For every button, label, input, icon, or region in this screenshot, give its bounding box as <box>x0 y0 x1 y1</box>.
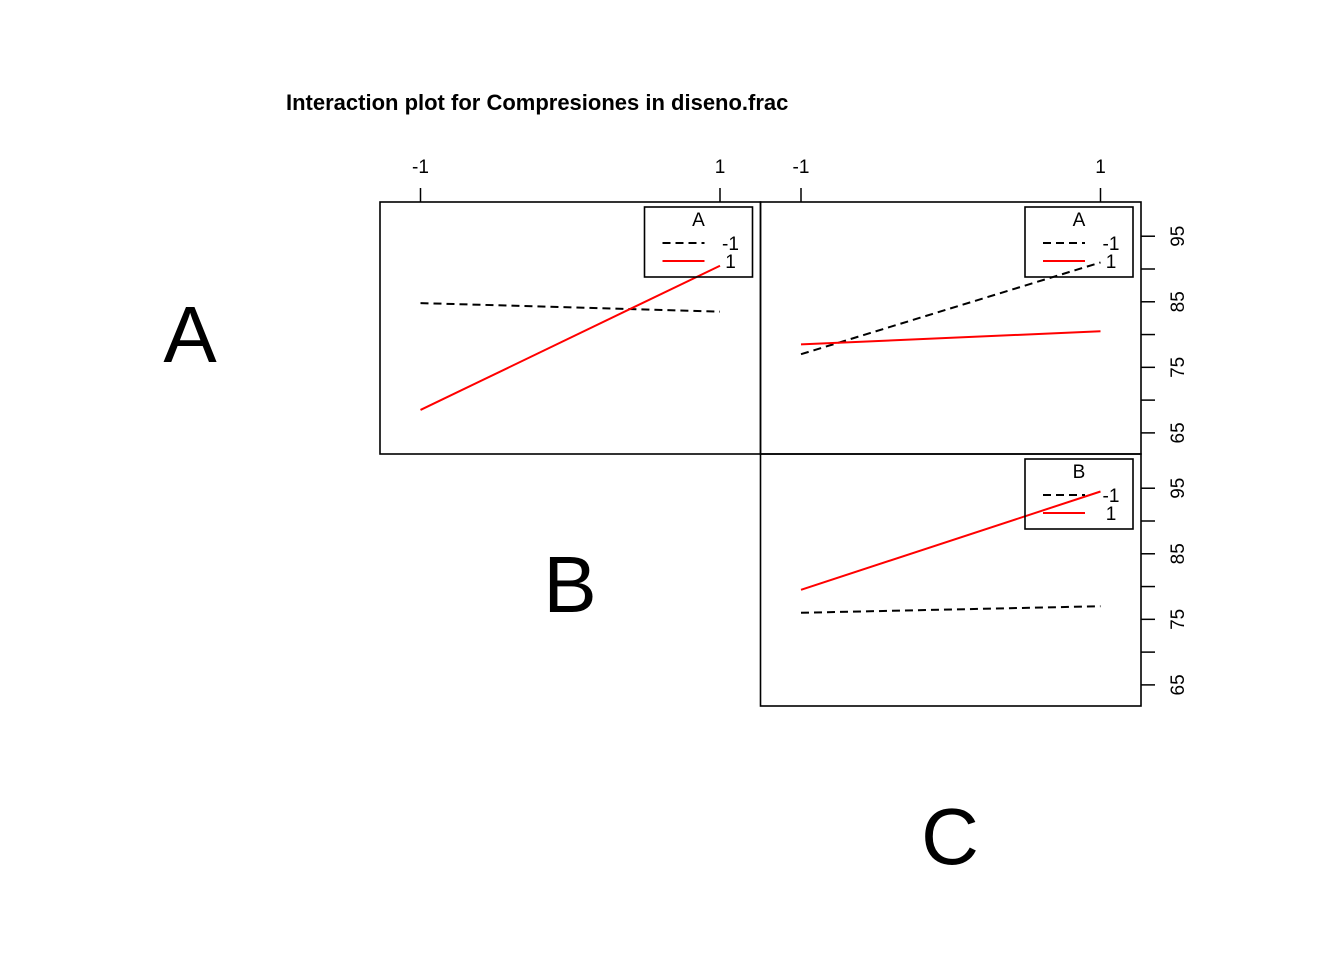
right-tick-label: 65 <box>1168 674 1189 695</box>
legend-title: B <box>1073 462 1086 483</box>
panel-frame-1 <box>759 201 1142 455</box>
right-tick-label: 85 <box>1168 291 1189 312</box>
legend-label: 1 <box>1106 252 1117 273</box>
legend-box <box>1024 458 1134 530</box>
legend-label: -1 <box>1103 234 1120 255</box>
legend-title: A <box>1073 210 1086 231</box>
legend: A -11 <box>643 206 754 278</box>
top-tick-label: 1 <box>1095 157 1106 178</box>
right-tick-label: 85 <box>1168 543 1189 564</box>
series-line-plus1 <box>800 330 1101 346</box>
legend-label: -1 <box>722 234 739 255</box>
legend: B -11 <box>1024 458 1134 530</box>
right-tick-label: 75 <box>1168 357 1189 378</box>
legend-label: 1 <box>1106 504 1117 525</box>
right-tick-label: 95 <box>1168 478 1189 499</box>
series-line-plus1 <box>800 490 1101 591</box>
right-tick-label: 75 <box>1168 609 1189 630</box>
legend-label: 1 <box>725 252 736 273</box>
top-tick-label: 1 <box>715 157 726 178</box>
panel-frame-2 <box>759 453 1142 707</box>
chart-title: Interaction plot for Compresiones in dis… <box>286 90 788 115</box>
legend-box <box>1024 206 1134 278</box>
panel-frame-0 <box>379 201 762 455</box>
legend-box <box>643 206 754 278</box>
series-line-minus1 <box>420 302 721 313</box>
legend: A -11 <box>1024 206 1134 278</box>
top-tick-label: -1 <box>793 157 810 178</box>
right-tick-label: 95 <box>1168 226 1189 247</box>
diagonal-factor-label-c: C <box>921 792 979 881</box>
series-line-plus1 <box>420 264 721 411</box>
right-tick-label: 65 <box>1168 422 1189 443</box>
series-line-minus1 <box>800 605 1101 614</box>
legend-label: -1 <box>1103 486 1120 507</box>
diagonal-factor-label-a: A <box>163 290 217 379</box>
top-tick-label: -1 <box>412 157 429 178</box>
legend-title: A <box>692 210 705 231</box>
diagonal-factor-label-b: B <box>543 540 596 629</box>
